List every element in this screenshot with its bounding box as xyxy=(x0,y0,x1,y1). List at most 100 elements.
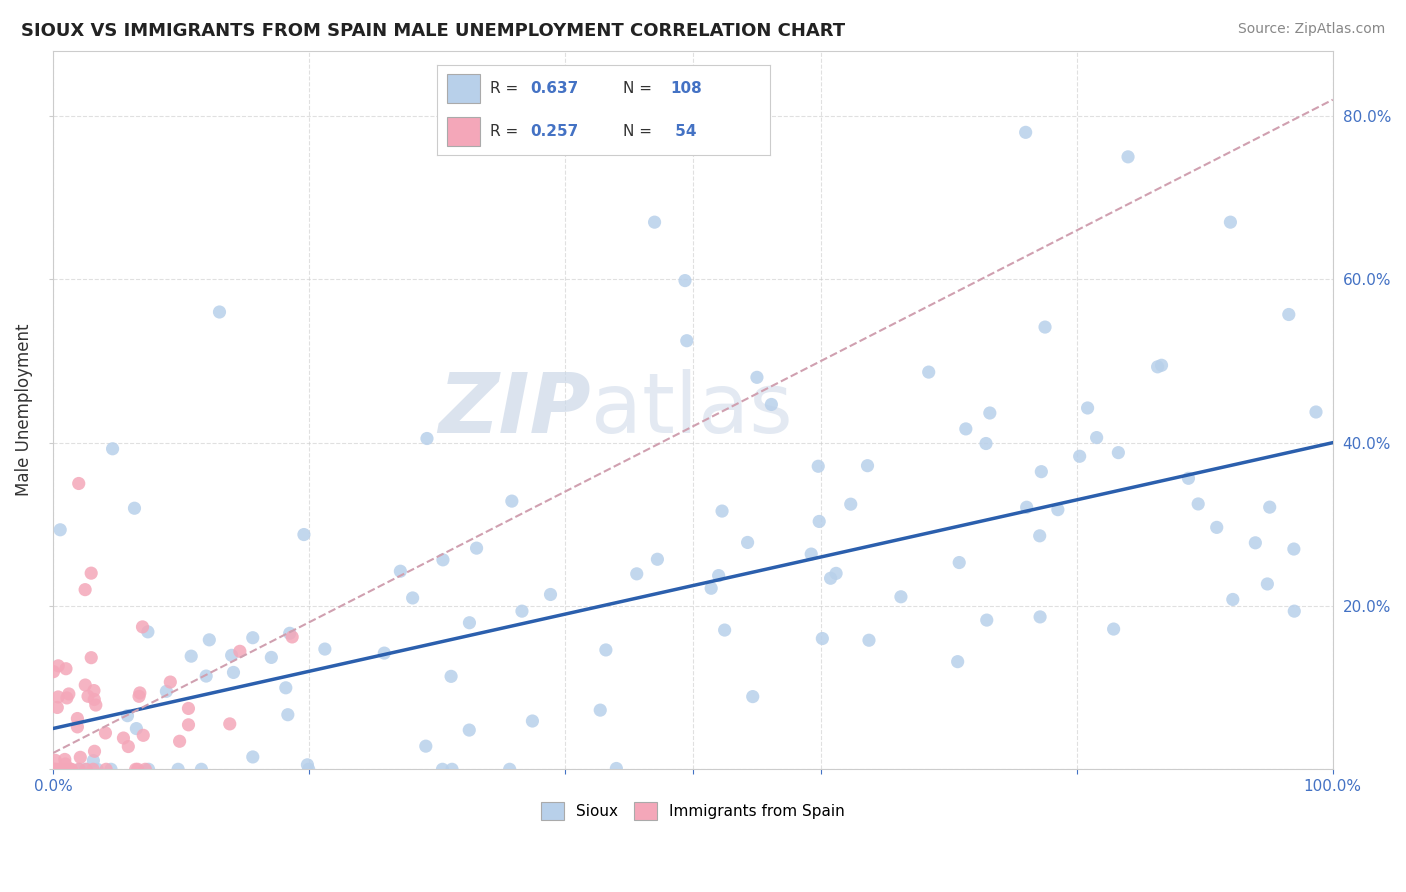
Point xyxy=(177,701,200,715)
Point xyxy=(948,556,970,570)
Point xyxy=(644,215,666,229)
Point xyxy=(1033,320,1056,334)
Point xyxy=(49,762,72,776)
Point xyxy=(1146,359,1168,374)
Point xyxy=(222,665,245,680)
Text: SIOUX VS IMMIGRANTS FROM SPAIN MALE UNEMPLOYMENT CORRELATION CHART: SIOUX VS IMMIGRANTS FROM SPAIN MALE UNEM… xyxy=(21,22,845,40)
Point xyxy=(510,604,533,618)
Point xyxy=(83,692,105,706)
Point xyxy=(807,459,830,474)
Point xyxy=(125,722,148,736)
Point xyxy=(159,675,181,690)
Point xyxy=(42,762,65,776)
Point xyxy=(673,274,696,288)
Point xyxy=(314,642,336,657)
Point xyxy=(458,723,481,737)
Point xyxy=(49,523,72,537)
Point xyxy=(918,365,941,379)
Point xyxy=(761,397,783,411)
Point xyxy=(1150,359,1173,373)
Point xyxy=(1077,401,1099,415)
Point xyxy=(1284,604,1306,618)
Point xyxy=(260,650,283,665)
Point xyxy=(737,535,759,549)
Point xyxy=(1187,497,1209,511)
Point xyxy=(51,762,73,776)
Point xyxy=(278,626,301,640)
Point xyxy=(42,665,65,679)
Point xyxy=(69,750,91,764)
Point xyxy=(277,707,299,722)
Point xyxy=(80,650,103,665)
Point xyxy=(856,458,879,473)
Point xyxy=(44,762,66,776)
Point xyxy=(1102,622,1125,636)
Point xyxy=(117,708,139,723)
Point xyxy=(46,690,69,704)
Point xyxy=(124,501,146,516)
Point xyxy=(626,566,648,581)
Point xyxy=(56,762,79,776)
Point xyxy=(177,718,200,732)
Point xyxy=(128,686,150,700)
Point xyxy=(675,334,697,348)
Point xyxy=(711,504,734,518)
Legend: Sioux, Immigrants from Spain: Sioux, Immigrants from Spain xyxy=(536,796,851,826)
Point xyxy=(66,712,89,726)
Point xyxy=(60,762,83,776)
Point xyxy=(83,744,105,758)
Point xyxy=(839,497,862,511)
Point xyxy=(1028,529,1050,543)
Point xyxy=(415,739,437,753)
Point xyxy=(67,762,90,776)
Point xyxy=(1116,150,1139,164)
Point xyxy=(58,687,80,701)
Point xyxy=(1085,431,1108,445)
Point xyxy=(1107,445,1129,459)
Point xyxy=(75,678,97,692)
Point xyxy=(84,698,107,712)
Point xyxy=(221,648,243,663)
Point xyxy=(946,655,969,669)
Point xyxy=(955,422,977,436)
Point xyxy=(281,630,304,644)
Point xyxy=(128,690,150,704)
Point xyxy=(125,762,148,776)
Point xyxy=(138,762,160,776)
Point xyxy=(416,432,439,446)
Point xyxy=(647,552,669,566)
Point xyxy=(1205,520,1227,534)
Point xyxy=(83,683,105,698)
Point xyxy=(458,615,481,630)
Text: ZIP: ZIP xyxy=(437,369,591,450)
Point xyxy=(131,620,153,634)
Point xyxy=(1282,542,1305,557)
Point xyxy=(242,750,264,764)
Point xyxy=(741,690,763,704)
Y-axis label: Male Unemployment: Male Unemployment xyxy=(15,324,32,496)
Point xyxy=(53,762,76,776)
Point xyxy=(432,553,454,567)
Point xyxy=(132,728,155,742)
Point xyxy=(976,613,998,627)
Point xyxy=(127,762,149,776)
Point xyxy=(1278,308,1301,322)
Point xyxy=(94,762,117,776)
Point xyxy=(373,646,395,660)
Point xyxy=(218,717,240,731)
Point xyxy=(1177,471,1199,485)
Point xyxy=(974,436,997,450)
Point xyxy=(45,762,67,776)
Point xyxy=(80,566,103,581)
Point xyxy=(94,726,117,740)
Point xyxy=(501,494,523,508)
Point xyxy=(75,582,97,597)
Point xyxy=(440,762,463,776)
Point xyxy=(44,753,66,767)
Point xyxy=(56,690,79,705)
Point xyxy=(745,370,768,384)
Point xyxy=(292,527,315,541)
Point xyxy=(1069,450,1091,464)
Text: atlas: atlas xyxy=(591,369,793,450)
Point xyxy=(298,762,321,776)
